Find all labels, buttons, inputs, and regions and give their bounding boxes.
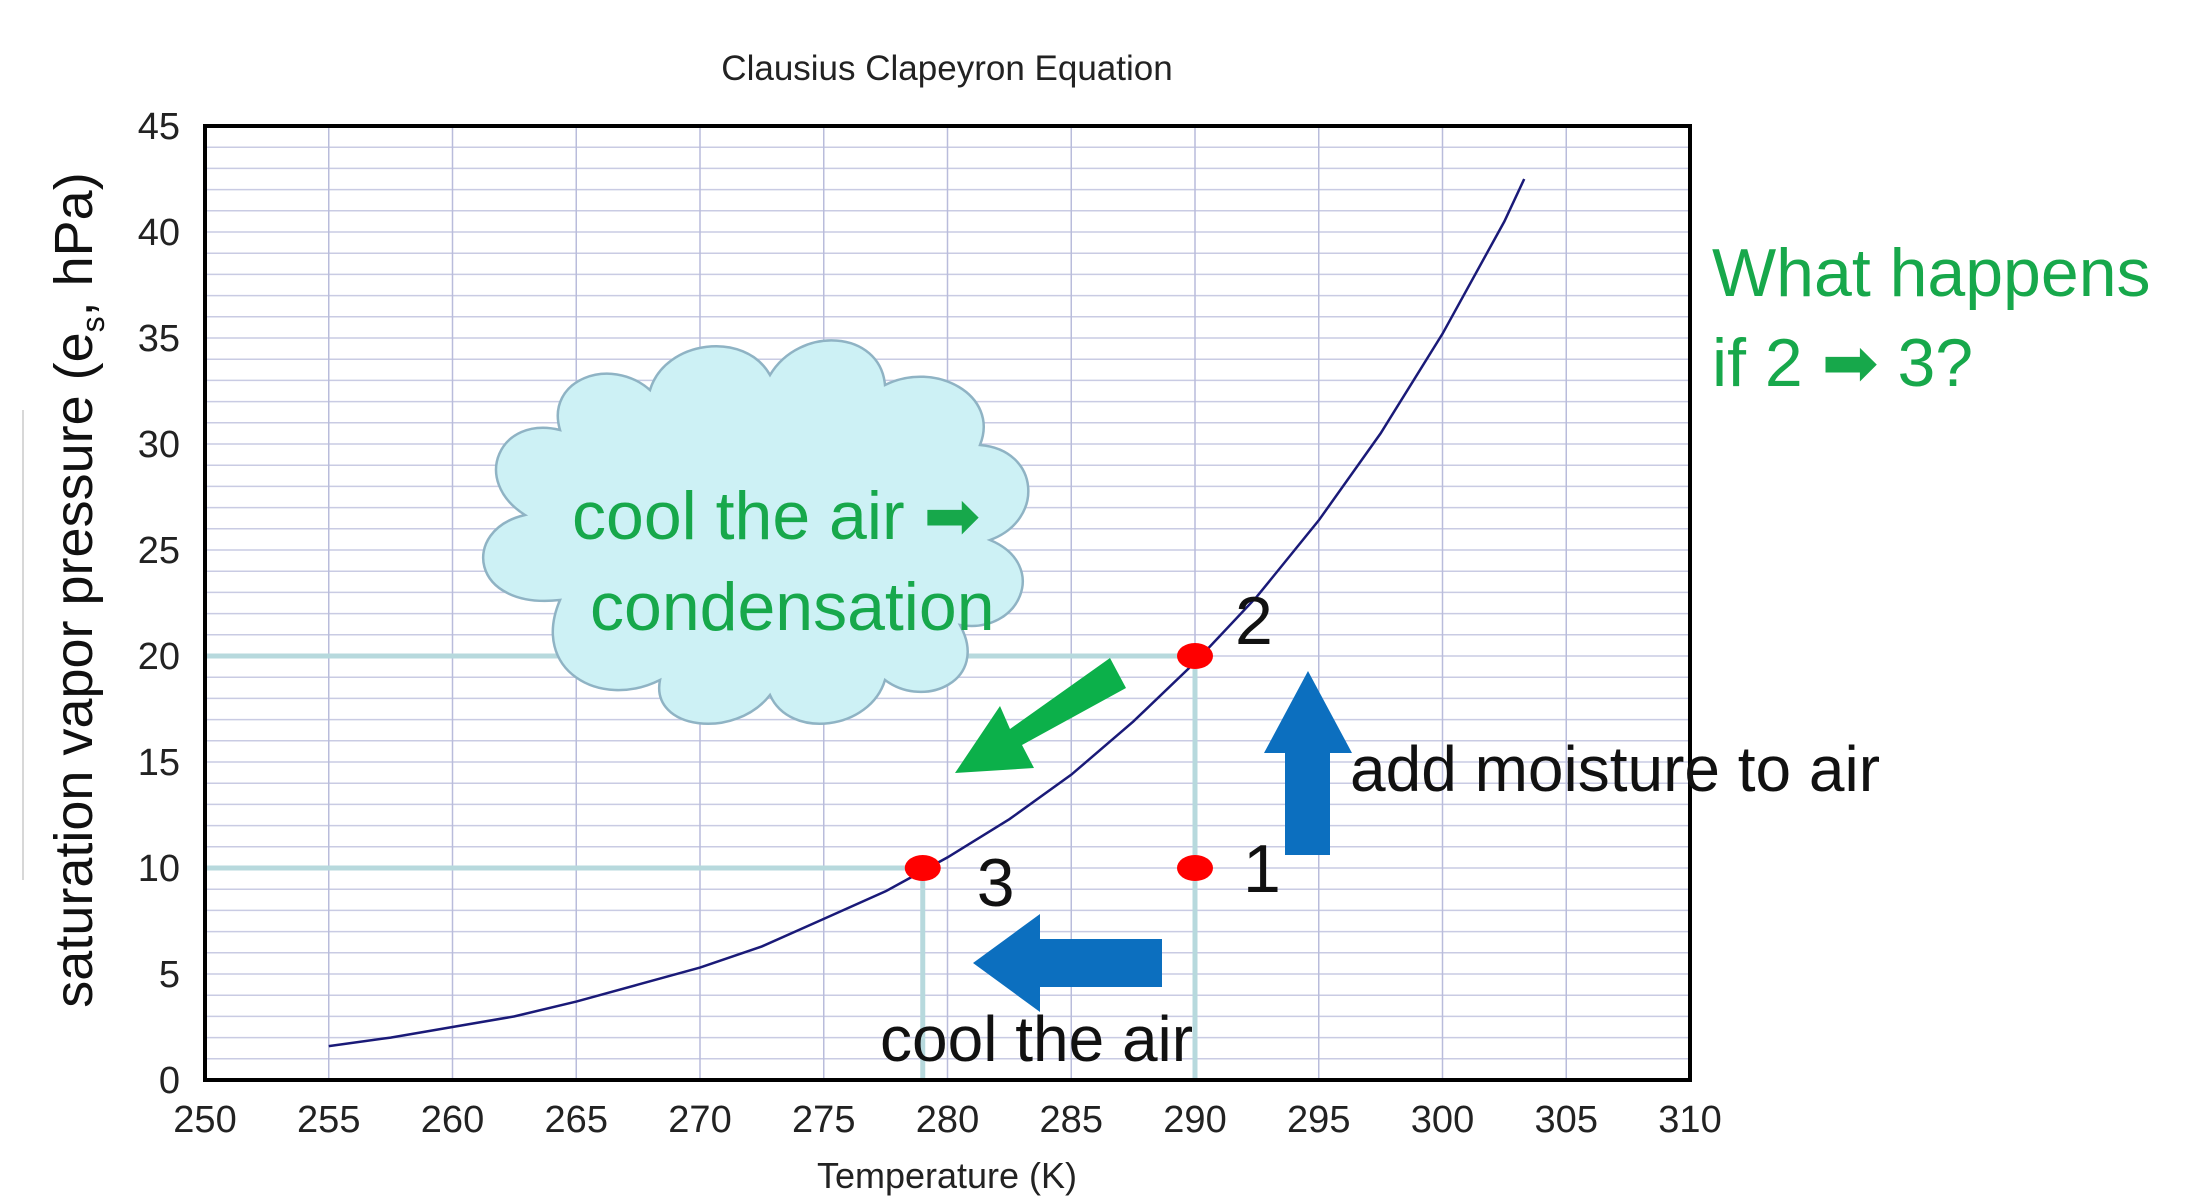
x-tick-label: 280 [916, 1099, 979, 1141]
y-axis-title: saturation vapor pressure (es, hPa) [44, 172, 111, 1007]
x-tick-label: 295 [1287, 1099, 1350, 1141]
y-tick-labels: 0 5 10 15 20 25 30 35 40 45 [138, 106, 180, 1102]
point-label-3: 3 [977, 845, 1015, 921]
y-axis-title-subscript: s [75, 316, 111, 332]
question-line2: if 2 ➡ 3? [1712, 325, 1973, 401]
y-tick-label: 25 [138, 530, 180, 572]
x-tick-label: 310 [1658, 1099, 1721, 1141]
cloud-text-line2: condensation [590, 569, 995, 645]
x-axis-title: Temperature (K) [817, 1155, 1077, 1196]
marked-points: 1 2 3 [904, 583, 1281, 921]
point-2 [1177, 643, 1213, 669]
x-tick-labels: 250 255 260 265 270 275 280 285 290 295 300 305 310 [173, 1099, 1721, 1141]
chart-title: Clausius Clapeyron Equation [721, 49, 1172, 88]
cloud-outline [481, 339, 1030, 725]
y-tick-label: 45 [138, 106, 180, 148]
y-tick-label: 30 [138, 424, 180, 466]
x-tick-label: 305 [1535, 1099, 1598, 1141]
y-tick-label: 40 [138, 212, 180, 254]
point-label-2: 2 [1235, 583, 1273, 659]
cool-air-label: cool the air [880, 1003, 1193, 1075]
green-diagonal-arrow [955, 658, 1126, 773]
saturation-curve [328, 178, 1526, 1048]
y-tick-label: 5 [159, 954, 180, 996]
y-axis-title-main: saturation vapor pressure (e [44, 332, 104, 1007]
moisture-label: add moisture to air [1350, 733, 1880, 805]
blue-up-arrow [1264, 671, 1352, 855]
x-tick-label: 300 [1411, 1099, 1474, 1141]
x-tick-label: 275 [792, 1099, 855, 1141]
y-tick-label: 10 [138, 848, 180, 890]
x-tick-label: 265 [545, 1099, 608, 1141]
point-3 [904, 855, 941, 881]
cloud-text-line1: cool the air ➡ [572, 478, 981, 554]
plot-frame [203, 124, 1692, 1082]
y-axis-title-rest: , hPa) [44, 172, 104, 316]
x-tick-label: 255 [297, 1099, 360, 1141]
x-tick-label: 290 [1163, 1099, 1226, 1141]
point-1 [1177, 855, 1213, 881]
y-tick-label: 0 [159, 1060, 180, 1102]
x-tick-label: 250 [173, 1099, 236, 1141]
blue-left-arrow [973, 914, 1162, 1012]
x-tick-label: 260 [421, 1099, 484, 1141]
point-label-1: 1 [1243, 831, 1281, 907]
x-tick-label: 285 [1040, 1099, 1103, 1141]
y-tick-label: 35 [138, 318, 180, 360]
y-tick-label: 15 [138, 742, 180, 784]
y-tick-label: 20 [138, 636, 180, 678]
question-line1: What happens [1712, 235, 2151, 311]
x-tick-label: 270 [668, 1099, 731, 1141]
cloud-shape [481, 339, 1030, 725]
